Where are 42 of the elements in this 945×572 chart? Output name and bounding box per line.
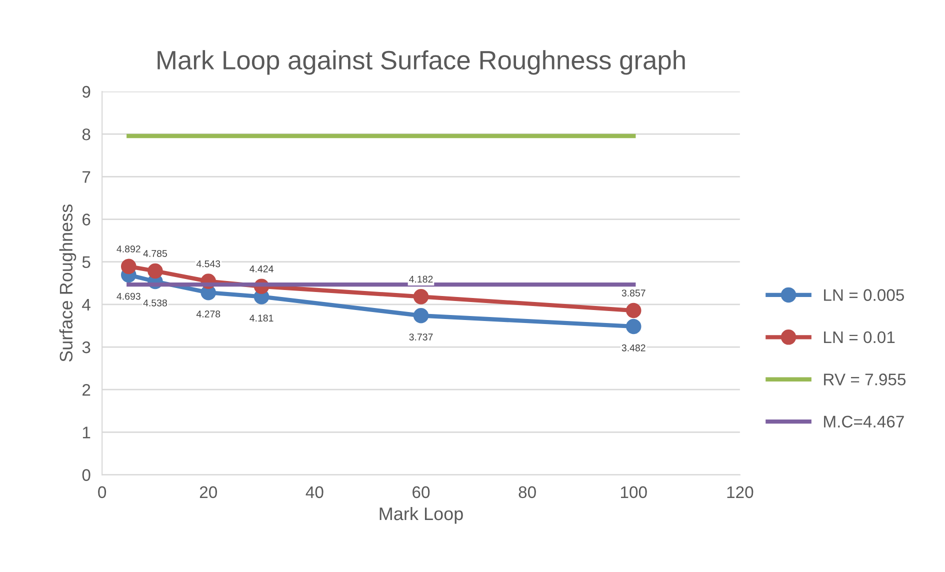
point [413,308,429,324]
y-axis-title: Surface Roughness [59,204,76,362]
point [626,318,642,334]
legend-label: LN = 0.005 [824,289,904,301]
x-tick-label: 0 [98,486,106,498]
point [413,289,429,304]
x-tick-label: 100 [620,486,647,498]
x-tick-label: 40 [306,486,324,498]
y-tick-label: 2 [82,384,90,396]
data-label: 3.482 [622,344,646,352]
x-tick-label: 80 [518,486,536,498]
data-label: 4.543 [196,260,220,268]
data-label: 4.278 [196,310,220,318]
data-label: 4.892 [116,246,140,252]
y-tick-label: 7 [82,171,90,183]
chart-title: Mark Loop against Surface Roughness graph [158,50,685,75]
point [626,302,642,318]
y-tick-label: 5 [82,256,90,268]
y-tick-label: 4 [82,299,90,310]
x-tick-label: 20 [200,486,217,498]
y-tick-label: 6 [82,214,90,226]
x-tick-label: 60 [412,486,430,498]
x-tick-label: 120 [727,486,754,498]
data-label: 3.737 [409,334,433,340]
data-label: 4.182 [409,276,433,283]
point [148,263,163,279]
data-label: 4.693 [116,292,140,300]
point [121,258,136,274]
data-label: 4.785 [143,250,167,257]
data-label: 4.424 [250,265,274,272]
data-label: 4.181 [250,314,274,322]
y-tick-label: 9 [82,86,90,98]
y-tick-label: 0 [82,469,90,481]
data-label: 3.857 [622,290,646,296]
y-tick-label: 1 [82,426,90,438]
legend-label: RV = 7.955 [824,374,906,386]
legend-label: LN = 0.01 [824,331,895,344]
legend-label: M.C=4.467 [824,416,904,428]
y-tick-label: 8 [82,128,90,140]
y-tick-label: 3 [82,341,90,354]
x-axis-title: Mark Loop [380,506,463,524]
data-label: 4.538 [143,299,167,306]
